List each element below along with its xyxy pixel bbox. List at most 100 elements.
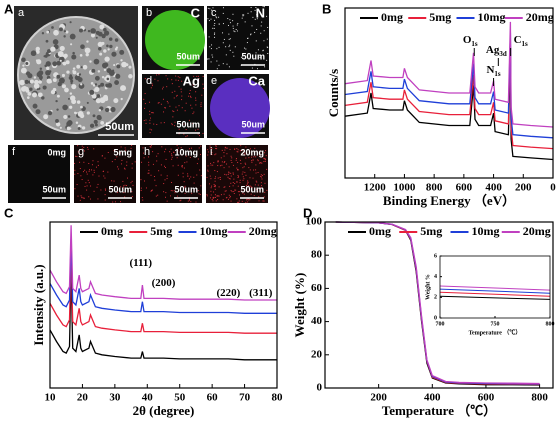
map-dot (207, 7, 209, 9)
map-dot (229, 148, 231, 150)
map-dot (144, 107, 146, 109)
map-dot (256, 181, 258, 183)
map-dot (89, 169, 91, 171)
map-dot (155, 185, 157, 187)
map-dot (131, 195, 133, 197)
map-dot (171, 91, 173, 93)
map-dot (86, 189, 88, 191)
map-dot (213, 183, 215, 185)
map-dot (166, 175, 168, 177)
map-dot (152, 163, 154, 165)
map-dot (215, 145, 217, 147)
texture (42, 85, 47, 90)
tile-label: N (256, 5, 265, 20)
peak-label: Ag3d (486, 44, 507, 58)
map-dot (243, 193, 245, 195)
map-dot (232, 51, 234, 53)
texture (72, 67, 76, 70)
map-dot (224, 161, 226, 163)
map-dot (212, 200, 214, 202)
map-dot (218, 16, 220, 18)
map-dot (164, 165, 166, 167)
map-dot (207, 169, 209, 171)
map-dot (237, 177, 239, 179)
map-dot (207, 154, 209, 156)
map-dot (245, 146, 247, 148)
map-dot (200, 102, 202, 104)
map-dot (181, 166, 183, 168)
map-dot (212, 197, 214, 199)
map-dot (234, 31, 236, 33)
panel-label: D (303, 205, 312, 220)
map-dot (74, 169, 76, 171)
series-line (439, 288, 551, 294)
map-dot (214, 19, 216, 21)
map-dot (172, 165, 174, 167)
map-dot (243, 152, 245, 154)
texture (45, 39, 49, 43)
map-dot (218, 23, 220, 25)
map-dot (131, 163, 133, 165)
map-dot (265, 150, 267, 152)
scale-text: 50um (241, 119, 265, 129)
legend-label: 5mg (429, 10, 451, 24)
map-dot (260, 186, 262, 188)
texture (113, 98, 119, 104)
map-dot (83, 197, 85, 199)
map-dot (145, 119, 147, 121)
map-dot (247, 37, 249, 39)
map-dot (104, 157, 106, 159)
map-dot (76, 183, 78, 185)
tile-label: C (191, 5, 201, 20)
map-dot (144, 93, 146, 95)
map-dot (213, 27, 215, 29)
map-dot (181, 80, 183, 82)
map-dot (255, 52, 257, 54)
map-dot (230, 182, 232, 184)
map-dot (225, 54, 227, 56)
map-dot (189, 89, 191, 91)
x-axis-label: Temperature （℃） (382, 403, 496, 418)
map-dot (117, 168, 119, 170)
texture (31, 92, 38, 98)
map-dot (237, 191, 239, 193)
map-dot (120, 186, 122, 188)
map-dot (242, 15, 244, 17)
map-dot (160, 122, 162, 124)
map-dot (235, 158, 237, 160)
map-dot (254, 184, 256, 186)
map-dot (214, 194, 216, 196)
texture (38, 70, 44, 76)
x-tick-label: 10 (45, 392, 57, 404)
map-dot (237, 22, 239, 24)
map-dot (262, 50, 264, 52)
texture (95, 98, 101, 104)
texture (128, 65, 132, 69)
map-dot (230, 175, 232, 177)
tile-label: 0mg (47, 147, 66, 157)
map-dot (247, 190, 249, 192)
texture (34, 79, 39, 85)
map-dot (223, 152, 225, 154)
texture (115, 73, 121, 79)
map-dot (100, 189, 102, 191)
map-dot (212, 56, 214, 58)
texture (90, 82, 94, 85)
map-dot (218, 46, 220, 48)
map-dot (123, 192, 125, 194)
map-dot (214, 178, 216, 180)
map-dot (148, 164, 150, 166)
map-dot (220, 157, 222, 159)
texture (55, 119, 59, 123)
map-dot (197, 190, 199, 192)
map-dot (149, 128, 151, 130)
map-dot (122, 180, 124, 182)
map-dot (246, 198, 248, 200)
map-dot (116, 156, 118, 158)
map-dot (218, 195, 220, 197)
map-dot (228, 172, 230, 174)
map-dot (241, 17, 243, 19)
texture (68, 75, 74, 81)
map-dot (212, 7, 214, 9)
